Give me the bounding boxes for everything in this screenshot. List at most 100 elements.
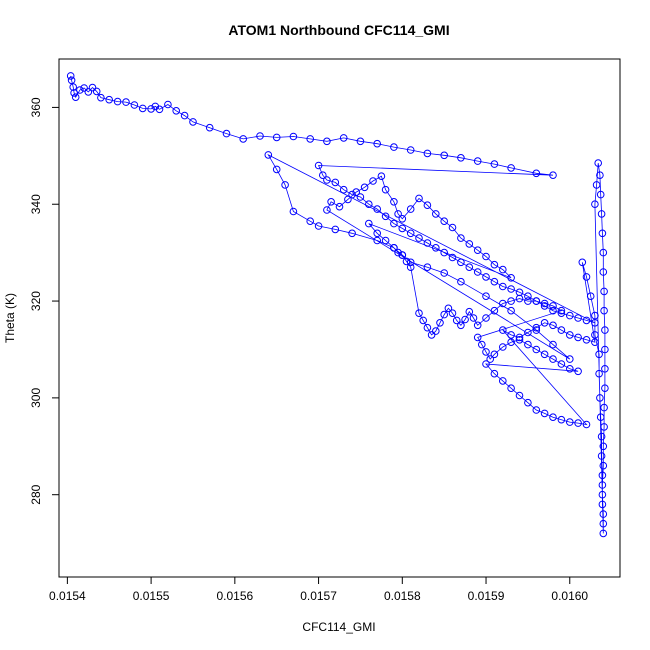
y-tick-label: 360 bbox=[29, 97, 43, 117]
data-point bbox=[373, 139, 382, 148]
data-point bbox=[499, 377, 507, 385]
data-point bbox=[595, 350, 603, 359]
data-point bbox=[540, 350, 549, 359]
data-point bbox=[599, 461, 608, 470]
data-point bbox=[596, 413, 605, 422]
data-point bbox=[473, 268, 482, 276]
data-point bbox=[365, 219, 373, 228]
data-point bbox=[599, 268, 608, 276]
data-point bbox=[432, 210, 440, 218]
data-point bbox=[406, 263, 415, 272]
data-point bbox=[356, 193, 365, 201]
data-point bbox=[172, 107, 180, 115]
data-point bbox=[532, 297, 541, 305]
chart-title: ATOM1 Northbound CFC114_GMI bbox=[228, 22, 449, 38]
data-point bbox=[532, 406, 541, 414]
data-point bbox=[594, 159, 603, 167]
x-axis-label: CFC114_GMI bbox=[302, 620, 375, 634]
data-point bbox=[601, 384, 609, 393]
data-point bbox=[239, 135, 247, 143]
data-point bbox=[549, 306, 557, 315]
data-point bbox=[532, 345, 541, 354]
data-point bbox=[557, 415, 566, 424]
data-point bbox=[532, 323, 541, 332]
x-tick-label: 0.0156 bbox=[216, 589, 253, 603]
data-point bbox=[566, 418, 574, 426]
data-point bbox=[130, 101, 139, 109]
data-point bbox=[499, 343, 507, 351]
data-point bbox=[582, 336, 591, 344]
data-point bbox=[272, 133, 281, 142]
y-tick-label: 280 bbox=[29, 484, 43, 504]
data-point bbox=[381, 185, 390, 194]
data-point bbox=[507, 274, 515, 282]
data-point bbox=[339, 134, 348, 142]
data-point bbox=[524, 292, 532, 301]
y-tick-label: 300 bbox=[29, 388, 43, 408]
data-point bbox=[406, 205, 415, 213]
data-point bbox=[599, 529, 608, 538]
data-point bbox=[71, 93, 80, 101]
data-point bbox=[323, 206, 331, 214]
data-point bbox=[549, 413, 557, 422]
data-point bbox=[457, 258, 465, 267]
data-point bbox=[557, 326, 566, 334]
y-axis: 280 300 320 340 360 bbox=[29, 97, 60, 505]
data-point bbox=[549, 302, 557, 310]
data-point bbox=[596, 190, 605, 199]
data-point bbox=[473, 321, 482, 330]
data-point bbox=[423, 323, 432, 332]
data-point bbox=[457, 234, 465, 242]
data-point bbox=[490, 306, 499, 315]
data-point bbox=[540, 302, 549, 310]
data-point bbox=[540, 299, 549, 308]
data-point bbox=[390, 143, 398, 151]
x-tick-label: 0.0154 bbox=[49, 589, 86, 603]
data-point bbox=[600, 423, 608, 431]
data-point bbox=[415, 194, 423, 203]
data-point bbox=[155, 105, 164, 114]
data-point bbox=[369, 177, 377, 185]
data-point bbox=[306, 217, 315, 225]
data-point bbox=[598, 500, 607, 509]
data-point bbox=[566, 365, 574, 373]
data-point bbox=[598, 229, 607, 238]
data-point bbox=[390, 244, 398, 252]
data-point bbox=[448, 223, 457, 232]
data-point bbox=[574, 367, 582, 376]
data-point bbox=[598, 471, 607, 480]
data-point bbox=[507, 384, 515, 393]
data-point bbox=[601, 345, 609, 354]
data-point bbox=[432, 327, 440, 335]
data-point bbox=[582, 420, 591, 429]
data-point bbox=[591, 319, 599, 327]
data-point bbox=[373, 229, 382, 238]
data-point bbox=[138, 104, 147, 113]
data-point bbox=[600, 306, 608, 315]
data-point bbox=[452, 316, 461, 325]
data-point bbox=[473, 246, 482, 254]
y-tick-label: 340 bbox=[29, 194, 43, 214]
data-point bbox=[352, 188, 361, 196]
data-point bbox=[597, 210, 606, 218]
data-point bbox=[205, 123, 214, 132]
data-point bbox=[490, 277, 499, 286]
data-point bbox=[591, 311, 599, 320]
data-point bbox=[406, 258, 415, 267]
data-point bbox=[113, 97, 122, 106]
data-point bbox=[557, 306, 566, 315]
data-point bbox=[574, 333, 582, 342]
data-point bbox=[319, 171, 327, 179]
data-point bbox=[348, 229, 356, 238]
data-point bbox=[465, 263, 474, 272]
data-point bbox=[394, 248, 402, 257]
data-point bbox=[566, 355, 574, 363]
data-point bbox=[515, 391, 524, 400]
data-point bbox=[557, 309, 566, 318]
data-point bbox=[574, 419, 582, 427]
data-point bbox=[515, 333, 524, 342]
data-point bbox=[582, 273, 591, 281]
data-point bbox=[335, 202, 344, 211]
data-point bbox=[599, 510, 608, 518]
data-point bbox=[524, 398, 532, 407]
